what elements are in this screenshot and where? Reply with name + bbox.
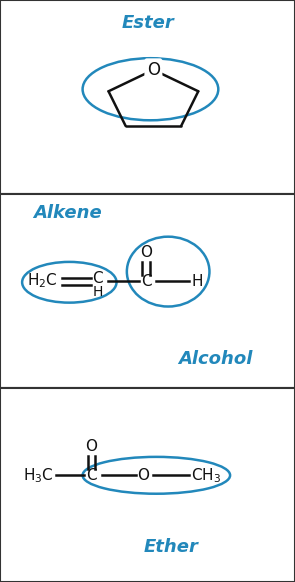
Text: Ester: Ester [121,15,174,32]
Text: O: O [140,244,152,260]
Text: H$_2$C: H$_2$C [27,271,58,290]
Text: O: O [137,468,149,483]
Text: H$_3$C: H$_3$C [23,466,54,485]
Text: Ether: Ether [144,538,199,556]
Text: Alcohol: Alcohol [178,350,253,368]
Text: Alkene: Alkene [33,204,102,222]
Text: H: H [92,285,103,299]
Text: C: C [141,274,151,289]
Text: C: C [86,468,97,483]
Text: CH$_3$: CH$_3$ [191,466,222,485]
Text: H: H [192,274,203,289]
Text: C: C [92,271,103,286]
Text: O: O [86,439,97,454]
Text: O: O [147,61,160,79]
